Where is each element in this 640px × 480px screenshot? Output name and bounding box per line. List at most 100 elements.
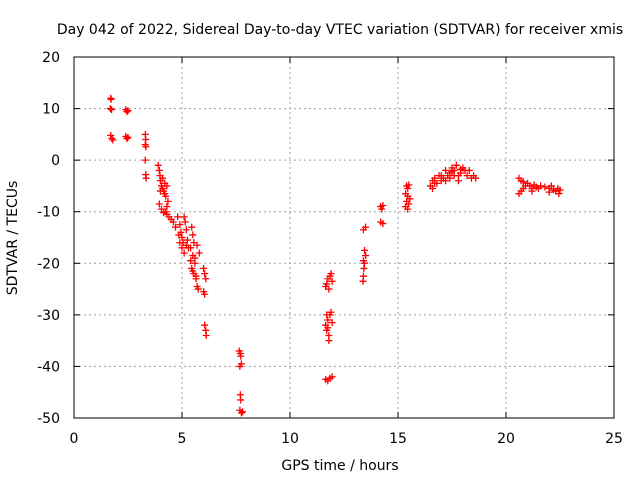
data-point bbox=[172, 223, 180, 231]
y-tick-label: 20 bbox=[42, 50, 60, 66]
data-point bbox=[545, 188, 553, 196]
data-point bbox=[181, 218, 189, 226]
data-point bbox=[327, 270, 335, 278]
data-point bbox=[429, 185, 437, 193]
data-point bbox=[164, 197, 172, 205]
chart-title: Day 042 of 2022, Sidereal Day-to-day VTE… bbox=[57, 22, 623, 38]
data-point bbox=[159, 174, 167, 182]
data-point bbox=[156, 187, 164, 195]
data-point bbox=[160, 209, 168, 217]
data-point bbox=[547, 182, 555, 190]
y-axis-label: SDTVAR / TECUs bbox=[5, 181, 21, 296]
data-point bbox=[202, 331, 210, 339]
data-point bbox=[163, 203, 171, 211]
data-point bbox=[106, 105, 114, 113]
data-point bbox=[237, 360, 245, 368]
data-point bbox=[405, 181, 413, 189]
data-point bbox=[328, 319, 336, 327]
data-point bbox=[472, 174, 480, 182]
data-point bbox=[362, 252, 370, 260]
data-point bbox=[359, 277, 367, 285]
data-point bbox=[238, 408, 246, 416]
data-point bbox=[537, 182, 545, 190]
data-point bbox=[555, 190, 563, 198]
data-point bbox=[431, 179, 439, 187]
grid bbox=[74, 57, 614, 418]
data-point bbox=[189, 267, 197, 275]
data-point bbox=[323, 280, 331, 288]
data-point bbox=[155, 200, 163, 208]
x-tick-label: 15 bbox=[389, 431, 407, 447]
data-point bbox=[192, 272, 200, 280]
data-point bbox=[161, 179, 169, 187]
x-tick-label: 5 bbox=[178, 431, 187, 447]
data-point bbox=[324, 324, 332, 332]
data-point bbox=[457, 165, 465, 173]
y-tick-label: -20 bbox=[37, 256, 60, 272]
data-point bbox=[162, 192, 170, 200]
data-point bbox=[142, 174, 150, 182]
axis-ticks bbox=[73, 56, 615, 419]
data-point bbox=[201, 270, 209, 278]
data-point bbox=[107, 131, 115, 139]
data-point bbox=[328, 373, 336, 381]
data-point bbox=[201, 321, 209, 329]
data-point bbox=[454, 177, 462, 185]
data-point bbox=[325, 285, 333, 293]
x-tick-label: 20 bbox=[497, 431, 515, 447]
y-tick-label: -40 bbox=[37, 359, 60, 375]
plot-frame bbox=[73, 56, 615, 419]
data-point bbox=[193, 241, 201, 249]
data-point bbox=[107, 95, 115, 103]
data-point bbox=[183, 236, 191, 244]
data-point bbox=[515, 190, 523, 198]
data-point bbox=[465, 166, 473, 174]
data-point bbox=[191, 254, 199, 262]
data-point bbox=[182, 241, 190, 249]
data-point bbox=[175, 231, 183, 239]
data-point bbox=[325, 337, 333, 345]
data-point bbox=[378, 205, 386, 213]
data-point bbox=[237, 396, 245, 404]
data-point bbox=[200, 264, 208, 272]
data-point bbox=[442, 166, 450, 174]
data-point bbox=[178, 244, 186, 252]
data-point bbox=[448, 167, 456, 175]
x-tick-label: 10 bbox=[281, 431, 299, 447]
data-point bbox=[189, 231, 197, 239]
data-point bbox=[169, 218, 177, 226]
data-point bbox=[176, 221, 184, 229]
data-point bbox=[463, 172, 471, 180]
data-point bbox=[108, 134, 116, 142]
data-point bbox=[379, 202, 387, 210]
data-point bbox=[237, 409, 245, 417]
data-point bbox=[202, 275, 210, 283]
data-point bbox=[237, 352, 245, 360]
data-point bbox=[142, 143, 150, 151]
data-point bbox=[195, 249, 203, 257]
data-point bbox=[201, 290, 209, 298]
data-point bbox=[556, 186, 564, 194]
data-point bbox=[327, 308, 335, 316]
data-point bbox=[528, 187, 536, 195]
data-point bbox=[442, 177, 450, 185]
x-tick-label: 25 bbox=[605, 431, 623, 447]
data-point bbox=[188, 223, 196, 231]
data-point bbox=[187, 257, 195, 265]
data-point bbox=[379, 220, 387, 228]
data-point bbox=[124, 107, 132, 115]
data-points bbox=[106, 94, 564, 417]
data-point bbox=[176, 239, 184, 247]
data-point bbox=[124, 133, 132, 141]
data-point bbox=[361, 246, 369, 254]
x-axis-label: GPS time / hours bbox=[281, 458, 398, 474]
data-point bbox=[180, 249, 188, 257]
data-point bbox=[141, 156, 149, 164]
data-point bbox=[157, 205, 165, 213]
data-point bbox=[446, 174, 454, 182]
data-point bbox=[406, 195, 414, 203]
data-point bbox=[109, 136, 117, 144]
y-tick-labels: -50 -40 -30 -20 -10 0 10 20 bbox=[37, 50, 60, 427]
data-point bbox=[541, 183, 549, 191]
